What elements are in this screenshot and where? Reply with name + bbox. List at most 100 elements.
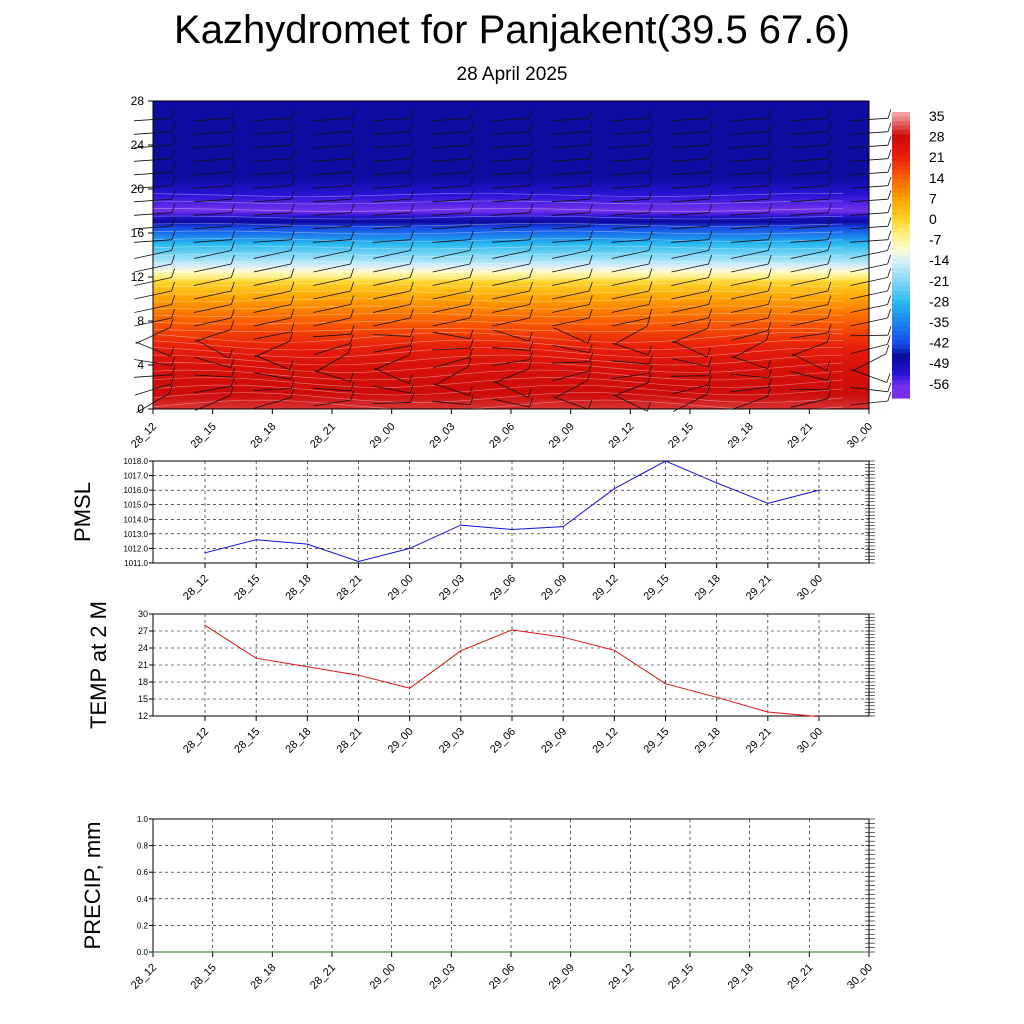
wind-barb-flag xyxy=(410,203,414,213)
y-tick-label: 0.6 xyxy=(137,868,149,877)
x-tick-label: 28_18 xyxy=(283,573,313,603)
wind-barb-flag xyxy=(230,295,235,305)
wind-barb-flag xyxy=(648,217,653,227)
wind-barb xyxy=(552,290,590,300)
cross-section-panel: 0 4 8 12 16 20 24 28 28_12 28_15 28_18 28_21 29_00 29… xyxy=(129,94,892,451)
wind-barb xyxy=(672,328,708,343)
wind-barb xyxy=(195,339,230,359)
wind-barb-flag xyxy=(231,367,235,378)
data-point xyxy=(357,674,360,676)
wind-barb-flag xyxy=(826,333,831,343)
wind-barb-flag xyxy=(529,268,533,278)
wind-barb xyxy=(194,290,232,300)
wind-barb-flag xyxy=(887,176,892,186)
wind-barb xyxy=(670,212,710,216)
colorbar-swatch xyxy=(892,187,910,194)
wind-barb-flag xyxy=(469,338,474,349)
wind-barb-flag xyxy=(767,295,772,305)
wind-barb-flag xyxy=(887,326,892,336)
wind-barb xyxy=(372,239,411,243)
wind-barb xyxy=(670,375,710,377)
wind-barb-flag xyxy=(529,308,533,319)
wind-barb-flag xyxy=(767,281,772,292)
wind-barb-flag xyxy=(469,122,474,132)
wind-barb xyxy=(612,342,649,356)
wind-barb-flag xyxy=(469,190,474,200)
wind-barb xyxy=(253,317,291,327)
data-point xyxy=(808,951,810,953)
y-tick-label: 16 xyxy=(131,226,145,240)
wind-barb-flag xyxy=(827,254,832,265)
colorbar-label: -49 xyxy=(929,355,949,371)
wind-barb-flag xyxy=(410,136,414,146)
colorbar-swatch xyxy=(892,339,910,345)
colorbar-swatch xyxy=(892,299,910,305)
wind-barb-flag xyxy=(708,375,712,386)
wind-barb xyxy=(612,382,649,397)
data-point xyxy=(689,951,691,953)
wind-barb xyxy=(253,250,291,259)
wind-barb xyxy=(670,158,710,162)
x-tick-label: 29_09 xyxy=(539,573,569,603)
wind-barb xyxy=(372,158,411,162)
wind-barb-flag xyxy=(171,190,176,200)
wind-barb-flag xyxy=(885,344,890,355)
wind-barb-flag xyxy=(529,190,534,200)
wind-barb-flag xyxy=(767,254,772,265)
wind-barb xyxy=(730,225,769,230)
wind-barb-flag xyxy=(469,281,474,292)
wind-barb-flag xyxy=(290,122,295,132)
wind-barb xyxy=(374,367,410,385)
wind-barb-flag xyxy=(588,295,593,305)
x-tick-label: 29_15 xyxy=(666,962,696,992)
wind-barb xyxy=(730,131,769,135)
x-tick-label: 29_00 xyxy=(386,726,416,756)
wind-barb xyxy=(253,263,291,273)
wind-barb xyxy=(731,277,769,286)
wind-barb-flag xyxy=(589,203,593,213)
wind-barb-flag xyxy=(290,190,295,200)
wind-barb-flag xyxy=(469,386,473,396)
data-point xyxy=(716,696,718,698)
wind-barb xyxy=(790,277,828,286)
data-point xyxy=(629,951,631,953)
x-tick-label: 28_21 xyxy=(335,573,365,603)
x-tick-label: 29_21 xyxy=(744,726,774,756)
wind-barb-flag xyxy=(887,382,892,392)
wind-barb xyxy=(193,171,232,176)
wind-barb xyxy=(551,158,590,162)
wind-barb-flag xyxy=(588,343,593,353)
colorbar-swatch xyxy=(892,161,910,167)
wind-barb xyxy=(790,185,829,189)
wind-barb xyxy=(372,185,411,189)
wind-barb xyxy=(432,239,471,243)
data-point xyxy=(749,951,751,953)
data-point xyxy=(613,649,615,651)
wind-barb-flag xyxy=(767,387,771,397)
x-tick-label: 28_15 xyxy=(189,962,219,992)
wind-barb-flag xyxy=(647,402,651,412)
x-tick-label: 29_12 xyxy=(590,573,620,603)
wind-barb xyxy=(432,158,471,162)
wind-barb-flag xyxy=(529,203,534,213)
wind-barb xyxy=(253,388,292,391)
wind-barb xyxy=(491,239,531,243)
wind-barb xyxy=(732,339,767,359)
colorbar-label: 28 xyxy=(929,129,945,145)
wind-barb-flag xyxy=(588,254,593,265)
data-point xyxy=(613,488,615,490)
wind-barb xyxy=(611,290,649,300)
wind-barb-flag xyxy=(529,176,534,186)
wind-barb xyxy=(551,198,590,203)
wind-barb-flag xyxy=(529,350,534,360)
wind-barb-flag xyxy=(529,341,534,351)
wind-barb xyxy=(670,225,710,230)
data-point xyxy=(255,539,257,541)
wind-barb xyxy=(372,144,411,149)
wind-barb-flag xyxy=(768,136,772,146)
x-tick-label: 29_06 xyxy=(488,573,518,603)
wind-barb-flag xyxy=(409,295,414,305)
wind-barb xyxy=(790,371,828,381)
wind-barb-flag xyxy=(230,358,235,368)
wind-barb xyxy=(551,361,590,364)
